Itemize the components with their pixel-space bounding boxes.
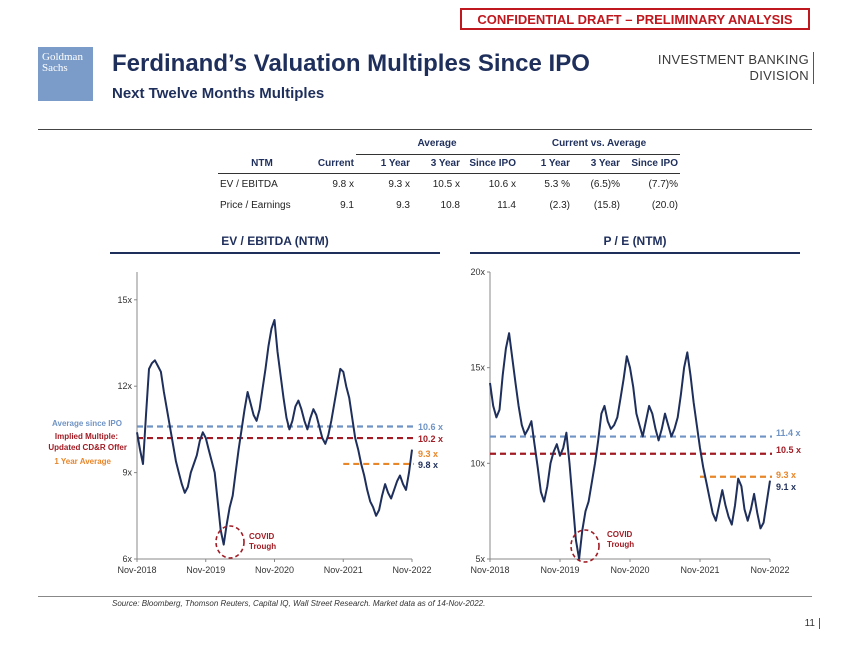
pe-chart-title: P / E (NTM) [603, 234, 667, 248]
table-row: Price / Earnings 9.1 9.3 10.8 11.4 (2.3)… [218, 195, 680, 216]
table-cell: 11.4 [497, 199, 516, 211]
row-label: Price / Earnings [220, 199, 291, 211]
footer-divider [38, 596, 812, 597]
ev-ebitda-title-rule [110, 252, 440, 254]
x-tick-label: Nov-2021 [680, 565, 719, 575]
y-tick-label: 6x [122, 554, 132, 564]
pe-title-rule [470, 252, 800, 254]
page-title: Ferdinand’s Valuation Multiples Since IP… [112, 50, 590, 77]
reference-value-label: 10.5 x [776, 445, 801, 455]
covid-annotation-line1: COVID [607, 530, 633, 539]
page-subtitle: Next Twelve Months Multiples [112, 85, 325, 102]
y-tick-label: 15x [117, 295, 132, 305]
y-tick-label: 20x [470, 267, 485, 277]
logo-line-2: Sachs [42, 62, 68, 74]
header-vs-1year: 1 Year [518, 154, 572, 174]
covid-trough-circle [215, 525, 245, 559]
header-1year: 1 Year [356, 154, 412, 174]
covid-annotation-line1: COVID [249, 532, 275, 541]
y-tick-label: 9x [122, 468, 132, 478]
table-cell: (7.7)% [648, 178, 678, 190]
reference-value-label: 10.6 x [418, 422, 443, 432]
logo-line-1: Goldman [42, 51, 83, 63]
reference-value-label: 9.3 x [418, 449, 438, 459]
table-row: EV / EBITDA 9.8 x 9.3 x 10.5 x 10.6 x 5.… [218, 173, 680, 195]
goldman-sachs-logo: Goldman Sachs [38, 47, 93, 101]
current-value-label: 9.8 x [418, 460, 438, 470]
table-cell: 9.1 [340, 199, 354, 211]
header-divider [38, 129, 812, 130]
division-label: INVESTMENT BANKING DIVISION [658, 52, 814, 84]
header-since-ipo: Since IPO [462, 154, 518, 174]
table-header-row: NTM Current 1 Year 3 Year Since IPO 1 Ye… [218, 154, 680, 174]
x-tick-label: Nov-2019 [540, 565, 579, 575]
x-tick-label: Nov-2020 [610, 565, 649, 575]
reference-value-label: 11.4 x [776, 428, 801, 438]
legend-implied-multiple-line2: Updated CD&R Offer [48, 443, 127, 452]
legend-one-year-average: 1 Year Average [54, 457, 111, 466]
x-tick-label: Nov-2022 [392, 565, 431, 575]
x-tick-label: Nov-2018 [470, 565, 509, 575]
table-cell: (2.3) [549, 199, 570, 211]
table-cell: 10.5 x [432, 178, 460, 190]
header-ntm: NTM [218, 154, 306, 174]
multiples-table: Average Current vs. Average NTM Current … [218, 133, 680, 216]
ev-ebitda-chart-title: EV / EBITDA (NTM) [221, 234, 329, 248]
division-line-2: DIVISION [749, 68, 809, 83]
x-tick-label: Nov-2022 [750, 565, 789, 575]
current-value-label: 9.1 x [776, 482, 796, 492]
x-tick-label: Nov-2021 [324, 565, 363, 575]
x-tick-label: Nov-2019 [186, 565, 225, 575]
table-cell: (6.5)% [590, 178, 620, 190]
table-cell: 10.6 x [488, 178, 516, 190]
reference-value-label: 9.3 x [776, 470, 796, 480]
row-label: EV / EBITDA [220, 178, 278, 190]
covid-annotation-line2: Trough [607, 540, 634, 549]
ev-ebitda-chart: 6x 9x 12x 15x Nov-2018 Nov-2019 Nov-2020 Nov-20… [48, 272, 443, 575]
confidential-banner: CONFIDENTIAL DRAFT – PRELIMINARY ANALYSI… [460, 8, 810, 30]
series-line [489, 332, 771, 560]
header-vs-since-ipo: Since IPO [622, 154, 680, 174]
group-header-average: Average [356, 133, 518, 155]
series-line [136, 319, 413, 546]
covid-annotation-line2: Trough [249, 542, 276, 551]
table-cell: 9.3 x [388, 178, 410, 190]
division-line-1: INVESTMENT BANKING [657, 52, 809, 67]
table-cell: (20.0) [651, 199, 678, 211]
pe-chart: 5x 10x 15x 20x Nov-2018 Nov-2019 Nov-2020 Nov-2… [470, 267, 801, 575]
y-tick-label: 12x [117, 381, 132, 391]
header-3year: 3 Year [412, 154, 462, 174]
reference-value-label: 10.2 x [418, 434, 443, 444]
table-cell: 5.3 % [544, 178, 570, 190]
y-tick-label: 10x [470, 458, 485, 468]
table-cell: (15.8) [593, 199, 620, 211]
y-tick-label: 5x [475, 554, 485, 564]
covid-trough-circle [570, 529, 600, 563]
table-cell: 9.8 x [332, 178, 354, 190]
y-tick-label: 15x [470, 363, 485, 373]
table-cell: 9.3 [396, 199, 410, 211]
legend-implied-multiple-line1: Implied Multiple: [55, 432, 118, 441]
x-tick-label: Nov-2018 [117, 565, 156, 575]
header-current: Current [306, 154, 356, 174]
source-note: Source: Bloomberg, Thomson Reuters, Capi… [112, 599, 486, 608]
page-number: 11 [805, 618, 820, 629]
legend-average-since-ipo: Average since IPO [52, 419, 122, 428]
group-header-vs-average: Current vs. Average [518, 133, 680, 155]
table-cell: 10.8 [440, 199, 460, 211]
header-vs-3year: 3 Year [572, 154, 622, 174]
x-tick-label: Nov-2020 [255, 565, 294, 575]
